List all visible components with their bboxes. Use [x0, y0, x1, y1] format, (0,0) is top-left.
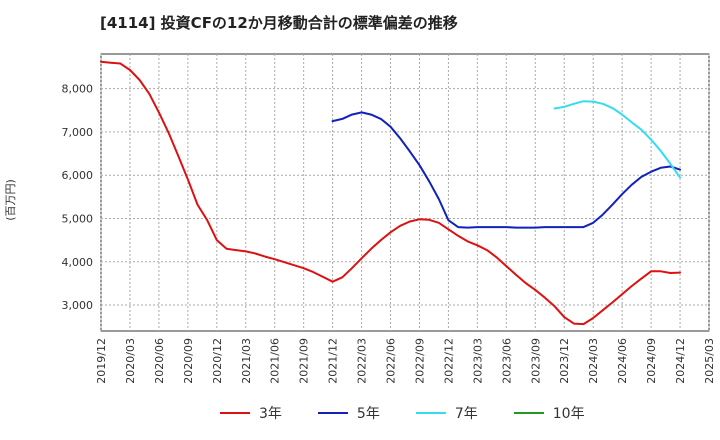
x-tick-label: 2020/06 [153, 338, 166, 384]
y-tick-label: 7,000 [62, 126, 94, 139]
legend-swatch [317, 412, 348, 414]
legend-item-2: 5年 [317, 403, 380, 423]
x-tick-label: 2021/06 [269, 338, 282, 384]
chart-title: [4114] 投資CFの12か月移動合計の標準偏差の推移 [100, 14, 458, 32]
x-tick-label: 2023/12 [558, 338, 571, 384]
x-tick-label: 2023/06 [500, 338, 513, 384]
legend: 3年 5年 7年 10年 [220, 403, 621, 423]
x-tick-label: 2022/03 [356, 338, 369, 384]
x-tick-label: 2021/03 [240, 338, 253, 384]
series-line-1 [100, 60, 681, 326]
x-tick-label: 2024/03 [587, 338, 600, 384]
x-tick-label: 2023/09 [529, 338, 542, 384]
legend-item-1: 3年 [220, 403, 282, 423]
series-line-2 [331, 111, 681, 229]
legend-swatch [220, 412, 250, 414]
x-tick-label: 2020/09 [182, 338, 195, 384]
x-tick-label: 2021/09 [298, 338, 311, 384]
legend-label: 3年 [259, 406, 282, 422]
series-line-3 [553, 100, 681, 179]
x-tick-label: 2024/12 [674, 338, 687, 384]
x-tick-label: 2023/03 [471, 338, 484, 384]
plot-background [100, 53, 710, 332]
y-axis-label: (百万円) [4, 179, 17, 221]
x-tick-label: 2022/06 [385, 338, 398, 384]
legend-label: 7年 [454, 406, 478, 422]
legend-item-4: 10年 [513, 403, 585, 423]
x-tick-label: 2022/12 [442, 338, 455, 384]
x-tick-label: 2024/09 [645, 338, 658, 384]
y-tick-label: 4,000 [62, 256, 94, 269]
y-tick-label: 5,000 [62, 212, 94, 225]
x-tick-label: 2021/12 [327, 338, 340, 384]
x-tick-label: 2025/03 [703, 338, 716, 384]
legend-item-3: 7年 [415, 403, 478, 423]
y-tick-label: 3,000 [62, 299, 94, 312]
x-tick-label: 2020/03 [124, 338, 137, 384]
x-tick-label: 2019/12 [95, 338, 108, 384]
series-lines [100, 60, 681, 326]
legend-swatch [513, 412, 544, 414]
gridlines [100, 54, 710, 331]
y-tick-labels: 3,000 4,000 5,000 6,000 7,000 8,000 [62, 83, 94, 312]
y-tick-label: 8,000 [62, 83, 94, 96]
x-tick-labels: 2019/12 2020/03 2020/06 2020/09 2020/12 2021/… [95, 338, 716, 384]
x-tick-label: 2022/09 [413, 338, 426, 384]
legend-label: 10年 [552, 406, 585, 422]
y-tick-label: 6,000 [62, 169, 94, 182]
legend-label: 5年 [356, 406, 380, 422]
legend-swatch [415, 412, 446, 414]
x-tick-label: 2024/06 [616, 338, 629, 384]
x-tick-label: 2020/12 [211, 338, 224, 384]
